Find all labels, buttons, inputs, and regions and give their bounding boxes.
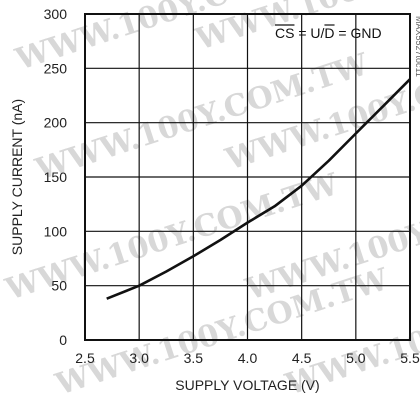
x-tick-label: 5.5	[400, 350, 420, 366]
x-tick-labels: 2.5 3.0 3.5 4.0 4.5 5.0 5.5	[75, 350, 420, 366]
x-tick-label: 5.0	[346, 350, 366, 366]
x-tick-label: 3.5	[184, 350, 204, 366]
y-tick-label: 100	[44, 223, 68, 239]
grid-lines	[85, 14, 410, 340]
y-tick-label: 150	[44, 169, 68, 185]
y-tick-label: 200	[44, 115, 68, 131]
y-tick-label: 300	[44, 6, 68, 22]
condition-annotation: CS = U/D = GND	[275, 25, 382, 41]
x-tick-label: 3.0	[129, 350, 149, 366]
y-axis-title: SUPPLY CURRENT (nA)	[9, 99, 25, 255]
figure-id: MAX5527toc11	[414, 16, 420, 77]
x-axis-title: SUPPLY VOLTAGE (V)	[175, 377, 319, 393]
annotation-d: D	[324, 25, 334, 41]
x-tick-label: 4.0	[238, 350, 258, 366]
y-tick-label: 50	[51, 278, 67, 294]
x-tick-label: 2.5	[75, 350, 95, 366]
annotation-rest: = GND	[335, 25, 382, 41]
y-tick-label: 0	[59, 332, 67, 348]
series-line	[106, 78, 411, 300]
plot-frame	[84, 13, 411, 341]
y-tick-labels: 0 50 100 150 200 250 300	[44, 6, 68, 348]
annotation-cs: CS	[275, 25, 294, 41]
series-layer	[106, 78, 411, 300]
x-tick-label: 4.5	[292, 350, 312, 366]
y-tick-label: 250	[44, 60, 68, 76]
annotation-middle: = U/	[294, 25, 324, 41]
